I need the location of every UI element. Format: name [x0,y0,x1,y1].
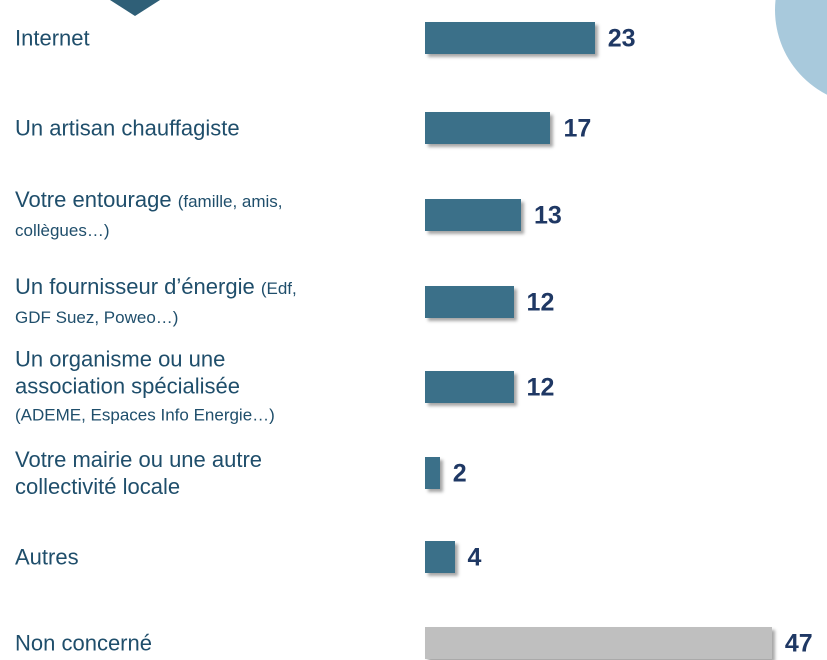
circle [775,0,827,95]
value-label: 2 [452,459,467,488]
category-label: Internet [15,25,90,51]
category-label: Un artisan chauffagiste [15,115,240,141]
bar [425,627,772,659]
value-label: 17 [563,114,592,143]
triangle [110,0,160,16]
category-label: Autres [15,544,79,570]
value-label: 47 [784,629,813,658]
bar [425,22,595,54]
bar [425,112,551,144]
value-label: 4 [467,543,482,572]
bar [425,457,440,489]
bar [425,199,521,231]
category-label: Votre mairie ou une autre collectivité l… [15,447,263,499]
value-label: 23 [607,24,636,53]
value-label: 12 [526,288,555,317]
value-label: 12 [526,373,555,402]
value-label: 13 [533,201,562,230]
category-label: Votre entourage (famille, amis, collègue… [15,187,283,240]
category-label: Un organisme ou une association spéciali… [15,346,275,425]
bar [425,286,514,318]
bar [425,541,455,573]
category-label: Un fournisseur d’énergie (Edf, GDF Suez,… [15,274,297,327]
bar [425,371,514,403]
category-label: Non concerné [15,630,152,656]
